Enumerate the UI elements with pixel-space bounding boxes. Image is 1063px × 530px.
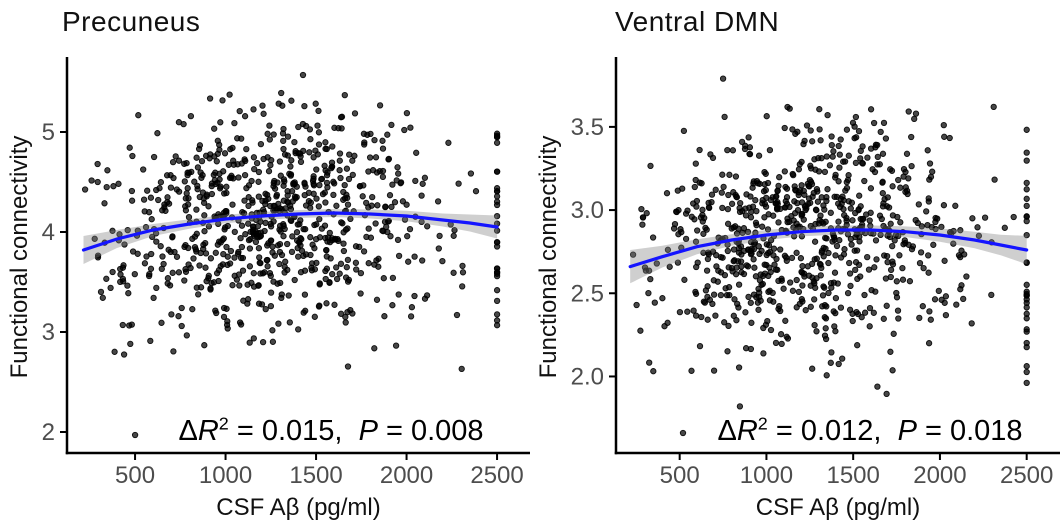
r-exponent: 2 bbox=[757, 413, 768, 434]
confidence-band bbox=[83, 209, 498, 264]
panel-1: 500 1000 1500 2000 2500 2.0 2.5 3.0 3.5 bbox=[571, 57, 1060, 489]
r-value: = 0.012, bbox=[767, 415, 898, 447]
r-symbol: R bbox=[736, 415, 758, 447]
y-tick-label: 3.5 bbox=[571, 114, 604, 141]
x-axis-label-left: CSF Aβ (pg/ml) bbox=[216, 494, 381, 521]
y-axis-label-right: Functional connectivity bbox=[535, 135, 562, 379]
x-tick-label: 2500 bbox=[470, 462, 523, 489]
panel-0: 500 1000 1500 2000 2500 2 3 4 5 bbox=[42, 57, 530, 489]
x-tick-label: 1000 bbox=[199, 462, 252, 489]
delta-symbol: Δ bbox=[717, 415, 737, 447]
y-tick-label: 2 bbox=[42, 419, 55, 446]
x-tick-label: 2000 bbox=[380, 462, 433, 489]
y-axis-label-left: Functional connectivity bbox=[6, 135, 33, 379]
r-symbol: R bbox=[197, 415, 219, 447]
axes: 500 1000 1500 2000 2500 2 3 4 5 bbox=[42, 57, 530, 489]
x-tick-label: 500 bbox=[660, 462, 700, 489]
p-symbol: P bbox=[897, 415, 917, 447]
delta-symbol: Δ bbox=[178, 415, 198, 447]
y-tick-label: 5 bbox=[42, 119, 55, 146]
x-tick-label: 1500 bbox=[826, 462, 879, 489]
trend-line bbox=[628, 228, 1029, 269]
axes: 500 1000 1500 2000 2500 2.0 2.5 3.0 3.5 bbox=[571, 57, 1060, 489]
trend-line bbox=[81, 211, 499, 252]
y-tick-label: 2.0 bbox=[571, 363, 604, 390]
p-value: = 0.008 bbox=[377, 415, 484, 447]
x-tick-label: 2000 bbox=[913, 462, 966, 489]
stats-annotation-right: ΔR2 = 0.012, P = 0.018 bbox=[670, 413, 1063, 448]
stats-annotation-left: ΔR2 = 0.015, P = 0.008 bbox=[131, 413, 531, 448]
x-tick-label: 1000 bbox=[740, 462, 793, 489]
x-tick-label: 2500 bbox=[1000, 462, 1053, 489]
y-tick-label: 3.0 bbox=[571, 197, 604, 224]
y-tick-label: 2.5 bbox=[571, 280, 604, 307]
y-tick-label: 4 bbox=[42, 219, 55, 246]
y-tick-label: 3 bbox=[42, 319, 55, 346]
x-tick-label: 1500 bbox=[289, 462, 342, 489]
x-tick-label: 500 bbox=[115, 462, 155, 489]
x-axis-label-right: CSF Aβ (pg/ml) bbox=[755, 494, 921, 521]
p-value: = 0.018 bbox=[916, 415, 1023, 447]
panel-title-precuneus: Precuneus bbox=[62, 6, 201, 37]
panel-title-ventral-dmn: Ventral DMN bbox=[615, 6, 780, 37]
p-symbol: P bbox=[358, 415, 378, 447]
scatter-points bbox=[81, 71, 501, 439]
r-exponent: 2 bbox=[218, 413, 229, 434]
r-value: = 0.015, bbox=[228, 415, 359, 447]
